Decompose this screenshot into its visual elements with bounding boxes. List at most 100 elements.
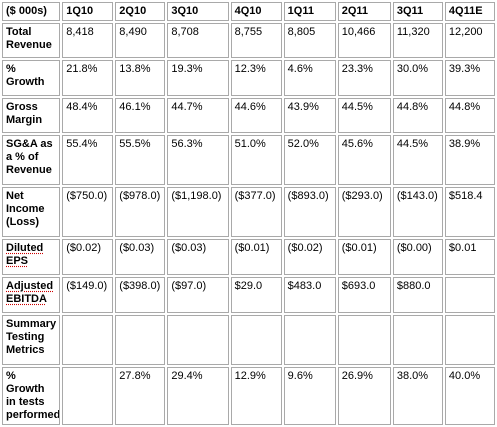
- table-cell: ($893.0): [283, 187, 336, 237]
- row-label-text: Adjusted EBITDA: [6, 280, 54, 305]
- table-row: Adjusted EBITDA ($149.0) ($398.0) ($97.0…: [2, 277, 495, 313]
- table-cell: 12.3%: [230, 60, 282, 96]
- table-cell: 44.5%: [392, 135, 443, 185]
- table-cell: 23.3%: [337, 60, 391, 96]
- row-label: Diluted EPS: [2, 239, 61, 275]
- table-cell: 48.4%: [62, 98, 114, 133]
- header-cell: 4Q10: [230, 2, 282, 21]
- table-cell: 44.6%: [230, 98, 282, 133]
- table-row: Diluted EPS ($0.02) ($0.03) ($0.03) ($0.…: [2, 239, 495, 275]
- table-row: Net Income (Loss) ($750.0) ($978.0) ($1,…: [2, 187, 495, 237]
- table-cell: $483.0: [283, 277, 336, 313]
- header-cell: ($ 000s): [2, 2, 61, 21]
- table-cell: 46.1%: [115, 98, 166, 133]
- row-label: Net Income (Loss): [2, 187, 61, 237]
- row-label: SG&A as a % of Revenue: [2, 135, 61, 185]
- header-cell: 4Q11E: [444, 2, 495, 21]
- table-cell: $29.0: [230, 277, 282, 313]
- table-cell: ($0.01): [230, 239, 282, 275]
- table-cell: ($1,198.0): [167, 187, 229, 237]
- table-cell: $693.0: [337, 277, 391, 313]
- table-cell: 19.3%: [167, 60, 229, 96]
- table-cell: 44.8%: [392, 98, 443, 133]
- table-row: Summary Testing Metrics: [2, 315, 495, 365]
- table-cell: 44.8%: [444, 98, 495, 133]
- table-cell: ($149.0): [62, 277, 114, 313]
- table-cell: 44.5%: [337, 98, 391, 133]
- table-cell: 55.5%: [115, 135, 166, 185]
- table-cell: [283, 315, 336, 365]
- table-cell: 30.0%: [392, 60, 443, 96]
- table-cell: ($0.03): [115, 239, 166, 275]
- table-cell: 39.3%: [444, 60, 495, 96]
- table-cell: 38.9%: [444, 135, 495, 185]
- table-row: % Growth in tests performed 27.8% 29.4% …: [2, 367, 495, 425]
- row-label: Total Revenue: [2, 23, 61, 58]
- table-cell: ($293.0): [337, 187, 391, 237]
- table-cell: 8,755: [230, 23, 282, 58]
- table-cell: 44.7%: [167, 98, 229, 133]
- header-cell: 1Q10: [62, 2, 114, 21]
- table-cell: ($0.02): [283, 239, 336, 275]
- table-row: Gross Margin 48.4% 46.1% 44.7% 44.6% 43.…: [2, 98, 495, 133]
- table-cell: 21.8%: [62, 60, 114, 96]
- table-row: SG&A as a % of Revenue 55.4% 55.5% 56.3%…: [2, 135, 495, 185]
- table-cell: [392, 315, 443, 365]
- table-cell: ($0.01): [337, 239, 391, 275]
- table-cell: [444, 315, 495, 365]
- header-cell: 2Q11: [337, 2, 391, 21]
- table-cell: [167, 315, 229, 365]
- table-cell: [115, 315, 166, 365]
- table-cell: 12,200: [444, 23, 495, 58]
- header-row: ($ 000s) 1Q10 2Q10 3Q10 4Q10 1Q11 2Q11 3…: [2, 2, 495, 21]
- table-cell: 55.4%: [62, 135, 114, 185]
- row-label: Adjusted EBITDA: [2, 277, 61, 313]
- table-cell: 4.6%: [283, 60, 336, 96]
- row-label: Summary Testing Metrics: [2, 315, 61, 365]
- table-cell: 13.8%: [115, 60, 166, 96]
- table-cell: 40.0%: [444, 367, 495, 425]
- row-label-text: Diluted EPS: [6, 242, 44, 267]
- table-cell: 26.9%: [337, 367, 391, 425]
- table-cell: ($0.00): [392, 239, 443, 275]
- table-row: Total Revenue 8,418 8,490 8,708 8,755 8,…: [2, 23, 495, 58]
- table-cell: 9.6%: [283, 367, 336, 425]
- table-cell: [230, 315, 282, 365]
- table-cell: [62, 367, 114, 425]
- table-cell: 8,418: [62, 23, 114, 58]
- table-cell: ($0.02): [62, 239, 114, 275]
- table-cell: 38.0%: [392, 367, 443, 425]
- table-cell: 56.3%: [167, 135, 229, 185]
- table-cell: ($97.0): [167, 277, 229, 313]
- table-cell: [337, 315, 391, 365]
- table-cell: 43.9%: [283, 98, 336, 133]
- table-cell: 11,320: [392, 23, 443, 58]
- table-cell: $518.4: [444, 187, 495, 237]
- table-cell: 29.4%: [167, 367, 229, 425]
- table-cell: 8,708: [167, 23, 229, 58]
- table-row: % Growth 21.8% 13.8% 19.3% 12.3% 4.6% 23…: [2, 60, 495, 96]
- table-cell: $0.01: [444, 239, 495, 275]
- row-label: % Growth in tests performed: [2, 367, 61, 425]
- header-cell: 3Q11: [392, 2, 443, 21]
- table-cell: 27.8%: [115, 367, 166, 425]
- table-cell: ($750.0): [62, 187, 114, 237]
- table-cell: ($0.03): [167, 239, 229, 275]
- row-label: % Growth: [2, 60, 61, 96]
- table-cell: ($143.0): [392, 187, 443, 237]
- table-cell: 52.0%: [283, 135, 336, 185]
- table-cell: ($978.0): [115, 187, 166, 237]
- table-cell: 10,466: [337, 23, 391, 58]
- table-cell: ($398.0): [115, 277, 166, 313]
- table-cell: $880.0: [392, 277, 443, 313]
- row-label: Gross Margin: [2, 98, 61, 133]
- table-cell: 45.6%: [337, 135, 391, 185]
- table-cell: 8,805: [283, 23, 336, 58]
- table-cell: [444, 277, 495, 313]
- table-cell: ($377.0): [230, 187, 282, 237]
- table-cell: [62, 315, 114, 365]
- table-cell: 12.9%: [230, 367, 282, 425]
- header-cell: 2Q10: [115, 2, 166, 21]
